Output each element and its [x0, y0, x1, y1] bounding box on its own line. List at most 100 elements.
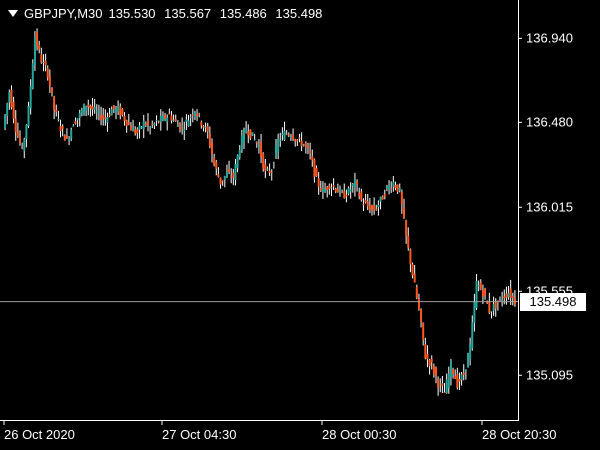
- price-label-136940: 136.940: [526, 30, 573, 46]
- candle-bear: [313, 159, 316, 177]
- candle-bear: [164, 115, 167, 119]
- candle-bear: [230, 176, 233, 178]
- candle-bull: [85, 105, 88, 111]
- candle-bull: [471, 322, 474, 349]
- candle-bear: [12, 101, 15, 119]
- candle-bull: [78, 112, 81, 118]
- candle-bull: [149, 127, 152, 129]
- symbol-timeframe: GBPJPY,M30: [24, 6, 103, 21]
- open-value: 135.530: [108, 6, 156, 21]
- candle-bull: [321, 188, 324, 192]
- candle-bull: [379, 196, 382, 202]
- candle-bull: [236, 155, 239, 169]
- candle-bear: [341, 191, 344, 193]
- candle-bear: [488, 301, 491, 313]
- current-price-tag: 135.498: [520, 292, 586, 311]
- candle-bear: [437, 378, 440, 388]
- candle-bear: [364, 200, 367, 203]
- candle-bull: [439, 383, 442, 385]
- candle-bear: [396, 184, 399, 192]
- time-label-28-oct-0030: 28 Oct 00:30: [322, 427, 397, 442]
- candle-bear: [134, 129, 137, 134]
- candle-bull: [93, 107, 96, 110]
- candle-bear: [345, 194, 348, 197]
- candle-bear: [511, 296, 514, 298]
- candle-bull: [501, 299, 504, 301]
- candle-bear: [200, 121, 203, 126]
- candle-bull: [183, 129, 186, 131]
- candle-bear: [317, 178, 320, 187]
- candle-bull: [253, 139, 256, 141]
- candle-bull: [33, 37, 36, 65]
- candle-bull: [475, 280, 478, 309]
- candle-bear: [268, 170, 271, 173]
- candle-bear: [125, 120, 128, 127]
- candle-bear: [191, 114, 194, 116]
- candle-bull: [279, 140, 282, 142]
- triangle-down-icon[interactable]: [8, 10, 18, 17]
- candle-bear: [400, 191, 403, 205]
- candle-bear: [356, 180, 359, 185]
- candle-bear: [55, 109, 58, 113]
- candle-bear: [202, 125, 205, 128]
- candle-bear: [373, 204, 376, 211]
- candle-bear: [443, 392, 446, 394]
- candle-bull: [447, 373, 450, 388]
- candle-bear: [296, 139, 299, 141]
- candle-bull: [275, 145, 277, 158]
- candle-bear: [452, 369, 455, 374]
- candle-bear: [413, 273, 416, 283]
- candle-bear: [405, 220, 408, 236]
- candle-bear: [179, 123, 181, 130]
- price-label-136480: 136.480: [526, 114, 573, 130]
- candle-bull: [140, 126, 143, 128]
- candle-bull: [97, 110, 100, 113]
- candle-bull: [473, 302, 476, 323]
- close-value: 135.498: [275, 6, 323, 21]
- candle-bear: [407, 235, 410, 248]
- candle-bear: [371, 205, 373, 209]
- candle-bear: [503, 296, 506, 299]
- candle-bull: [467, 353, 469, 368]
- candle-bear: [196, 113, 199, 117]
- candle-bull: [398, 187, 401, 191]
- candle-bull: [189, 116, 192, 118]
- candle-bull: [277, 138, 280, 152]
- candle-bear: [334, 188, 337, 192]
- candle-bull: [23, 139, 26, 152]
- candle-bear: [462, 372, 465, 376]
- price-label-136015: 136.015: [526, 199, 573, 215]
- candle-bear: [51, 87, 53, 94]
- candle-bear: [127, 122, 130, 125]
- candle-bull: [347, 187, 350, 194]
- candle-bear: [435, 367, 437, 377]
- candle-bear: [264, 164, 267, 172]
- low-value: 135.486: [219, 6, 267, 21]
- candle-bear: [366, 201, 369, 207]
- candle-bull: [31, 63, 34, 89]
- candle-bear: [10, 89, 13, 108]
- candle-bear: [46, 68, 49, 78]
- candle-bull: [106, 116, 109, 123]
- candle-bull: [83, 104, 85, 116]
- candle-bull: [57, 119, 60, 121]
- candle-bull: [388, 185, 391, 191]
- candle-bear: [61, 126, 64, 129]
- candle-bear: [108, 114, 111, 116]
- candle-bear: [319, 188, 322, 191]
- ohlc-values: 135.530 135.567 135.486 135.498: [109, 6, 328, 21]
- candle-bear: [157, 121, 160, 123]
- candle-bear: [328, 185, 331, 189]
- candle-bear: [129, 125, 132, 131]
- candle-bull: [281, 133, 284, 136]
- price-label-135095: 135.095: [526, 367, 573, 383]
- candle-bull: [159, 116, 162, 123]
- candle-bear: [409, 249, 412, 265]
- candle-bear: [287, 134, 290, 136]
- candle-bull: [464, 369, 467, 372]
- candle-bear: [211, 142, 213, 155]
- candle-bull: [330, 187, 333, 189]
- candle-bear: [119, 106, 122, 116]
